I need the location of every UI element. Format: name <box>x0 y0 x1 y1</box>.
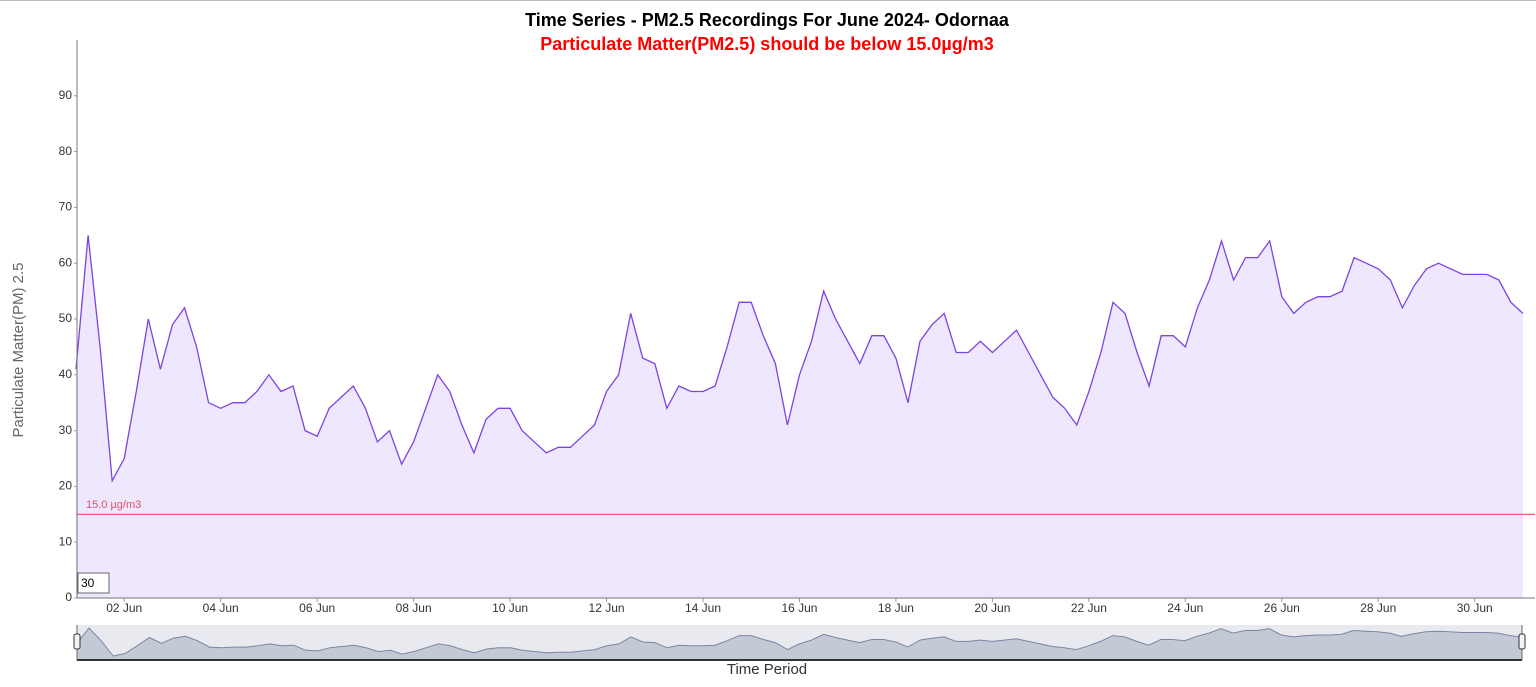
x-tick-label: 26 Jun <box>1264 601 1300 615</box>
x-tick-label: 06 Jun <box>299 601 335 615</box>
y-tick-label: 10 <box>59 534 73 548</box>
y-tick-label: 50 <box>59 311 73 325</box>
x-tick-label: 18 Jun <box>878 601 914 615</box>
x-tick-label: 20 Jun <box>974 601 1010 615</box>
range-input <box>77 572 110 594</box>
line <box>75 235 1524 484</box>
y-tick-label: 40 <box>59 367 73 381</box>
y-tick-label: 80 <box>59 144 73 158</box>
y-tick-label: 30 <box>59 423 73 437</box>
threshold-label: 15.0 µg/m3 <box>86 499 141 511</box>
y-tick-label: 20 <box>59 479 73 493</box>
chart-subtitle: Particulate Matter(PM2.5) should be belo… <box>540 34 993 54</box>
x-tick-label: 14 Jun <box>685 601 721 615</box>
y-tick-label: 60 <box>59 255 73 269</box>
x-axis-title: Time Period <box>727 661 807 678</box>
area-fill <box>76 235 1523 599</box>
navigator-handle <box>1518 633 1526 650</box>
x-tick-label: 02 Jun <box>106 601 142 615</box>
y-tick-label: 0 <box>65 590 72 604</box>
x-tick-label: 28 Jun <box>1360 601 1396 615</box>
x-tick-label: 10 Jun <box>492 601 528 615</box>
range-input-value: 30 <box>81 576 95 590</box>
y-tick-label: 90 <box>59 88 73 102</box>
chart-title: Time Series - PM2.5 Recordings For June … <box>525 10 1010 30</box>
x-tick-label: 12 Jun <box>589 601 625 615</box>
x-tick-label: 04 Jun <box>203 601 239 615</box>
x-tick-label: 30 Jun <box>1457 601 1493 615</box>
navigator-handle <box>73 633 81 650</box>
y-tick-label: 70 <box>59 200 73 214</box>
x-tick-label: 24 Jun <box>1167 601 1203 615</box>
x-tick-label: 08 Jun <box>396 601 432 615</box>
x-tick-label: 22 Jun <box>1071 601 1107 615</box>
navigator-area <box>76 627 1523 661</box>
x-tick-label: 16 Jun <box>781 601 817 615</box>
y-axis-title: Particulate Matter(PM) 2.5 <box>10 262 27 437</box>
